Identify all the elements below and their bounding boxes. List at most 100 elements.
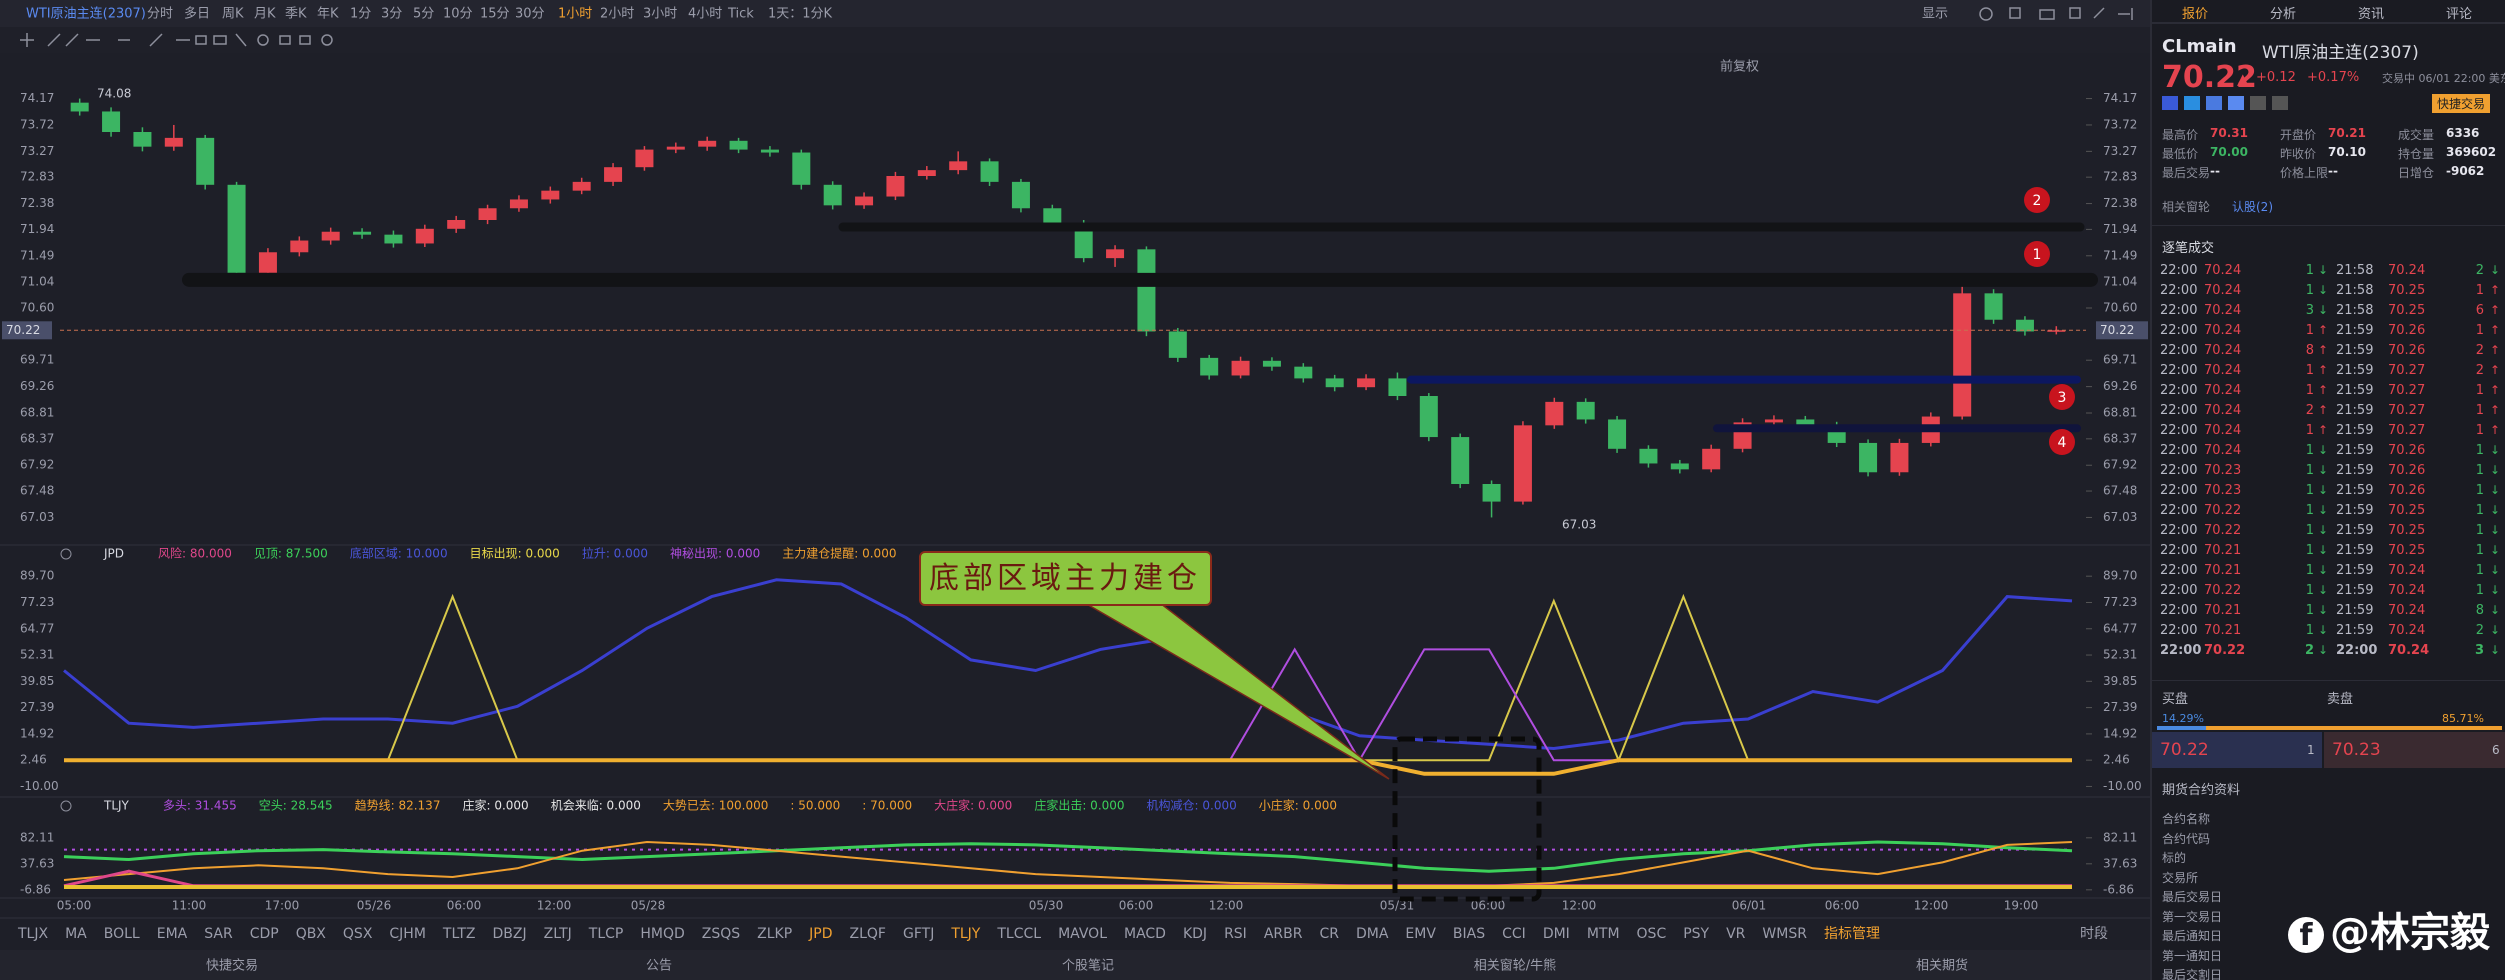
period[interactable]: 30分 bbox=[515, 7, 545, 22]
trade-volume: 1 bbox=[2305, 423, 2314, 438]
indicator-tab[interactable]: MTM bbox=[1587, 926, 1620, 942]
candle-body bbox=[164, 137, 183, 147]
y-tick-label: 39.85 bbox=[2103, 674, 2137, 688]
icon-draw[interactable] bbox=[47, 33, 333, 47]
display[interactable]: 显示 bbox=[1922, 7, 1948, 22]
indicator-tab[interactable]: MACD bbox=[1124, 926, 1166, 942]
footer-tab[interactable]: 相关期货 bbox=[1916, 958, 1968, 974]
warrants[interactable]: 认股(2) bbox=[2232, 200, 2273, 214]
tab[interactable]: 资讯 bbox=[2358, 7, 2385, 22]
indicator-tab[interactable]: OSC bbox=[1637, 926, 1667, 942]
indicator-tab[interactable]: HMQD bbox=[640, 926, 684, 942]
icon-move[interactable] bbox=[20, 33, 34, 47]
indicator-tab[interactable]: ZSQS bbox=[702, 926, 740, 942]
legend-entry: 空头: 28.545 bbox=[259, 799, 333, 813]
indicator-tab[interactable]: 指标管理 bbox=[1824, 926, 1880, 942]
y-tick-label: 89.70 bbox=[2103, 569, 2137, 583]
gear-icon[interactable] bbox=[60, 800, 72, 812]
period-tab[interactable]: 时段 bbox=[2080, 926, 2108, 942]
period[interactable]: 3分 bbox=[381, 7, 402, 22]
period[interactable]: 1天：1分K bbox=[768, 7, 833, 22]
indicator-tab[interactable]: BOLL bbox=[104, 926, 140, 942]
footer-tab[interactable]: 相关窗轮/牛熊 bbox=[1474, 958, 1556, 974]
period[interactable]: 3小时 bbox=[643, 7, 677, 22]
indicator-tab[interactable]: RSI bbox=[1224, 926, 1247, 942]
y-tick-label: 72.83 bbox=[2103, 170, 2137, 184]
candle-body bbox=[1294, 366, 1313, 379]
tab[interactable]: 评论 bbox=[2446, 7, 2473, 22]
y-tick-label: 14.92 bbox=[2103, 726, 2137, 740]
indicator-tab[interactable]: MA bbox=[65, 926, 87, 942]
indicator-tab[interactable]: EMV bbox=[1405, 926, 1436, 942]
trade-volume: 1 bbox=[2305, 443, 2314, 458]
period[interactable]: 10分 bbox=[443, 7, 473, 22]
period[interactable]: 1小时 bbox=[558, 7, 592, 22]
indicator-tab[interactable]: QSX bbox=[343, 926, 373, 942]
tab[interactable]: 分析 bbox=[2270, 7, 2297, 22]
quick-trade[interactable]: 快捷交易 bbox=[2432, 94, 2491, 113]
indicator-tab[interactable]: PSY bbox=[1683, 926, 1709, 942]
indicator-tab[interactable]: DMA bbox=[1356, 926, 1389, 942]
indicator-tab[interactable]: DMI bbox=[1543, 926, 1570, 942]
period[interactable]: 年K bbox=[317, 7, 339, 22]
indicator-tab[interactable]: TLCP bbox=[588, 926, 624, 942]
footer-tab[interactable]: 快捷交易 bbox=[206, 958, 258, 974]
change: +0.12 bbox=[2256, 70, 2296, 85]
indicator-tab[interactable]: QBX bbox=[296, 926, 327, 942]
indicator-tab[interactable]: WMSR bbox=[1762, 926, 1807, 942]
gear-icon[interactable] bbox=[60, 548, 72, 560]
icon-right[interactable] bbox=[1979, 7, 2133, 21]
indicator-tab[interactable]: CJHM bbox=[389, 926, 426, 942]
period[interactable]: 周K bbox=[222, 7, 244, 22]
indicator-tab[interactable]: MAVOL bbox=[1058, 926, 1107, 942]
legend-entry: 趋势线: 82.137 bbox=[355, 799, 441, 813]
indicator-tab[interactable]: VR bbox=[1726, 926, 1746, 942]
period[interactable]: 1分 bbox=[350, 7, 371, 22]
indicator-tab[interactable]: CDP bbox=[250, 926, 279, 942]
period[interactable]: 季K bbox=[285, 7, 307, 22]
indicator-tab[interactable]: DBZJ bbox=[493, 926, 527, 942]
chart-area: 前复权 WTI原油主连(2307) 分时 多日 周K 月K 季K 年K 1分 3分 5分 10分 15… bbox=[0, 0, 2150, 980]
period[interactable]: 多日 bbox=[184, 6, 210, 22]
adjust-label[interactable]: 前复权 bbox=[1720, 59, 1759, 75]
indicator-tab[interactable]: ZLKP bbox=[757, 926, 792, 942]
period[interactable]: 月K bbox=[254, 7, 276, 22]
period[interactable]: 2小时 bbox=[600, 7, 634, 22]
y-tick-label: 64.77 bbox=[20, 621, 54, 635]
arrow-up: ▲ bbox=[2237, 70, 2249, 88]
related[interactable]: 相关窗轮 bbox=[2162, 200, 2211, 214]
trade-volume: 8 bbox=[2475, 603, 2484, 618]
trade-arrow: ↑ bbox=[2490, 343, 2501, 357]
background bbox=[0, 0, 2150, 980]
period[interactable]: 分时 bbox=[147, 7, 173, 22]
indicator-tab[interactable]: TLJY bbox=[950, 926, 980, 942]
trade-time: 21:59 bbox=[2336, 463, 2374, 478]
footer-tab[interactable]: 公告 bbox=[646, 959, 672, 974]
tab[interactable]: 报价 bbox=[2182, 7, 2209, 22]
indicator-tab[interactable]: JPD bbox=[808, 926, 832, 942]
symbol[interactable]: WTI原油主连(2307) bbox=[26, 6, 146, 22]
stat-label: 价格上限 bbox=[2280, 166, 2329, 180]
indicator-tab[interactable]: TLCCL bbox=[996, 926, 1041, 942]
indicator-tab[interactable]: CCI bbox=[1502, 926, 1526, 942]
trade-time: 22:00 bbox=[2160, 383, 2198, 398]
trade-price: 70.27 bbox=[2388, 383, 2426, 398]
period[interactable]: 5分 bbox=[413, 7, 434, 22]
indicator-tab[interactable]: ZLTJ bbox=[544, 926, 572, 942]
indicator-tab[interactable]: TLJX bbox=[17, 926, 48, 942]
indicator-tab[interactable]: SAR bbox=[204, 926, 233, 942]
period[interactable]: Tick bbox=[727, 7, 754, 22]
period[interactable]: 15分 bbox=[480, 7, 510, 22]
period[interactable]: 4小时 bbox=[688, 7, 722, 22]
indicator-tab[interactable]: BIAS bbox=[1453, 926, 1485, 942]
footer-tab[interactable]: 个股笔记 bbox=[1062, 958, 1114, 974]
y-tick-label: -10.00 bbox=[2103, 779, 2142, 793]
indicator-tab[interactable]: EMA bbox=[157, 926, 188, 942]
indicator-tab[interactable]: ARBR bbox=[1264, 926, 1303, 942]
indicator-tab[interactable]: TLTZ bbox=[442, 926, 476, 942]
indicator-tab[interactable]: CR bbox=[1319, 926, 1339, 942]
indicator-tab[interactable]: ZLQF bbox=[850, 926, 886, 942]
indicator-tab[interactable]: KDJ bbox=[1183, 926, 1207, 942]
trade-arrow: ↓ bbox=[2490, 583, 2501, 597]
indicator-tab[interactable]: GFTJ bbox=[903, 926, 934, 942]
